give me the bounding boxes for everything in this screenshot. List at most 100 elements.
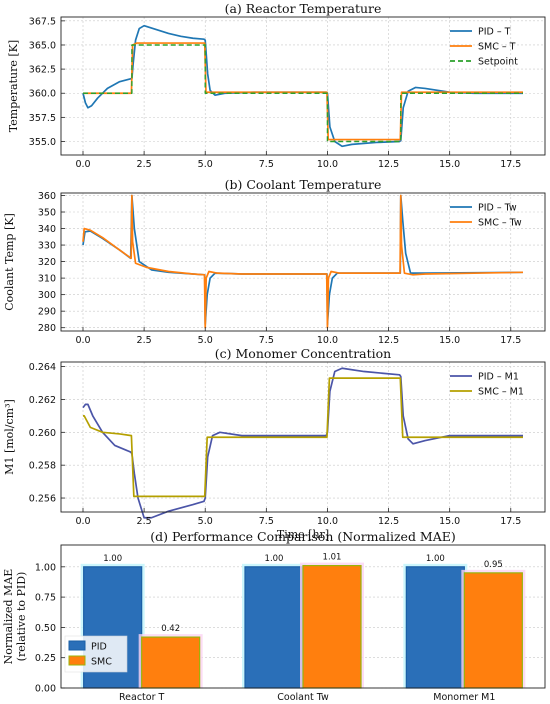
panel-d: 1.00 0.42 Reactor T 1.00 1.01 Coolant Tw 1.00 0… [2, 529, 546, 703]
plot-frame [60, 361, 546, 513]
bar-smc [463, 572, 523, 689]
x-tick-label: 7.5 [259, 159, 274, 170]
legend-label: PID [91, 642, 107, 653]
y-tick-label: 0.75 [35, 593, 56, 604]
y-tick-label: 290 [38, 307, 56, 318]
y-tick-label: 0.256 [29, 494, 56, 505]
y-tick-label: 320 [38, 257, 56, 268]
bar-value-label: 0.95 [484, 560, 503, 570]
legend-label: Setpoint [478, 57, 518, 68]
x-tick-label: 12.5 [378, 516, 399, 527]
plot-frame [60, 192, 546, 332]
plot-frame [60, 16, 546, 156]
legend-swatch [68, 655, 86, 666]
x-tick-label: 15.0 [439, 516, 460, 527]
y-tick-label: 340 [38, 224, 56, 235]
y-tick-label: 280 [38, 323, 56, 334]
legend-label: SMC – M1 [478, 387, 524, 398]
x-tick-label: 10.0 [317, 159, 338, 170]
legend-label: SMC [91, 657, 112, 668]
x-tick-label: 2.5 [137, 335, 152, 346]
panel-c: 0.0 2.5 5.0 7.5 10.0 12.5 15.0 17.5 PID – M1 SMC … [3, 346, 546, 541]
panel-title: (b) Coolant Temperature [225, 177, 382, 192]
bar-value-label: 0.42 [161, 624, 180, 634]
x-axis-label: Time [hr] [277, 528, 329, 541]
x-tick-label: 10.0 [317, 335, 338, 346]
x-tick-label: 15.0 [439, 335, 460, 346]
y-tick-label: 350 [38, 208, 56, 219]
x-tick-label: 17.5 [500, 159, 521, 170]
y-tick-label: 360.0 [29, 89, 56, 100]
y-tick-label: 0.262 [29, 395, 56, 406]
bar-pid [244, 566, 304, 689]
bar-value-label: 1.00 [426, 554, 445, 564]
x-tick-label: 10.0 [317, 516, 338, 527]
y-tick-label: 0.00 [35, 684, 56, 695]
y-tick-label: 300 [38, 290, 56, 301]
x-tick-label: 0.0 [75, 335, 90, 346]
series-line-1 [83, 377, 523, 498]
panel-title: (d) Performance Comparison (Normalized M… [150, 529, 456, 544]
panel-b: 0.0 2.5 5.0 7.5 10.0 12.5 15.0 17.5 PID – Tw SMC … [3, 177, 546, 346]
x-tick-label: 12.5 [378, 159, 399, 170]
x-tick-label: 2.5 [137, 159, 152, 170]
legend-label: SMC – T [478, 42, 516, 53]
y-tick-label: 357.5 [29, 113, 56, 124]
y-tick-label: 0.260 [29, 428, 56, 439]
category-label: Monomer M1 [433, 692, 495, 703]
category-label: Coolant Tw [277, 692, 329, 703]
series-line-1 [83, 42, 523, 141]
panel-a: 0.0 2.5 5.0 7.5 10.0 12.5 15.0 17.5 PID – T SMC –… [7, 1, 546, 170]
y-tick-label: 0.25 [35, 653, 56, 664]
plot-frame [60, 544, 546, 689]
series-line-0 [82, 194, 524, 326]
legend-label: SMC – Tw [478, 218, 522, 229]
panel-title: (c) Monomer Concentration [215, 346, 391, 361]
x-tick-label: 7.5 [259, 516, 274, 527]
x-tick-label: 12.5 [378, 335, 399, 346]
y-axis-label: M1 [mol/cm³] [3, 399, 16, 475]
x-tick-label: 7.5 [259, 335, 274, 346]
category-label: Reactor T [119, 692, 165, 703]
legend-label: PID – T [478, 27, 511, 38]
y-tick-label: 0.264 [29, 362, 56, 373]
bar-value-label: 1.00 [103, 554, 122, 564]
y-axis-label: Temperature [K] [7, 40, 20, 132]
y-tick-label: 355.0 [29, 137, 56, 148]
y-tick-label: 367.5 [29, 16, 56, 27]
x-tick-label: 0.0 [75, 159, 90, 170]
y-tick-label: 365.0 [29, 40, 56, 51]
series-line-2 [83, 44, 523, 143]
x-tick-label: 15.0 [439, 159, 460, 170]
y-tick-label: 310 [38, 274, 56, 285]
bar-value-label: 1.00 [265, 554, 284, 564]
y-tick-label: 0.258 [29, 461, 56, 472]
x-tick-label: 2.5 [137, 516, 152, 527]
bar-smc [141, 636, 201, 689]
y-tick-label: 1.00 [35, 562, 56, 573]
x-tick-label: 0.0 [75, 516, 90, 527]
y-tick-label: 330 [38, 241, 56, 252]
legend-label: PID – M1 [478, 372, 519, 383]
x-tick-label: 5.0 [198, 159, 213, 170]
y-axis-label: Normalized MAE [2, 569, 15, 665]
bar-value-label: 1.01 [323, 553, 342, 563]
x-tick-label: 17.5 [500, 335, 521, 346]
series-line-0 [82, 24, 523, 148]
legend-swatch [68, 640, 86, 651]
series-line-1 [82, 194, 524, 329]
panel-title: (a) Reactor Temperature [225, 1, 382, 16]
y-tick-label: 0.50 [35, 623, 56, 634]
y-axis-label-line2: (relative to PID) [15, 572, 28, 662]
y-tick-label: 360 [38, 191, 56, 202]
x-tick-label: 17.5 [500, 516, 521, 527]
series-line-0 [82, 367, 523, 519]
y-tick-label: 362.5 [29, 65, 56, 76]
bar-pid [405, 566, 465, 689]
x-tick-label: 5.0 [198, 516, 213, 527]
x-tick-label: 5.0 [198, 335, 213, 346]
legend-label: PID – Tw [478, 203, 517, 214]
bar-smc [302, 565, 362, 689]
y-axis-label: Coolant Temp [K] [3, 213, 16, 311]
